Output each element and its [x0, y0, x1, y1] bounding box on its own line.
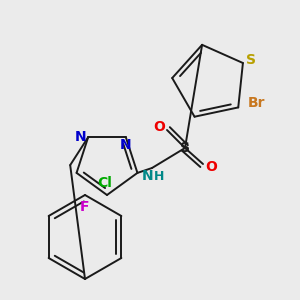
Text: O: O: [153, 120, 165, 134]
Text: S: S: [180, 141, 190, 155]
Text: N: N: [120, 138, 132, 152]
Text: N: N: [74, 130, 86, 144]
Text: F: F: [80, 200, 90, 214]
Text: H: H: [154, 169, 164, 182]
Text: O: O: [205, 160, 217, 174]
Text: S: S: [246, 53, 256, 67]
Text: Br: Br: [248, 96, 265, 110]
Text: Cl: Cl: [98, 176, 112, 190]
Text: N: N: [142, 169, 154, 183]
